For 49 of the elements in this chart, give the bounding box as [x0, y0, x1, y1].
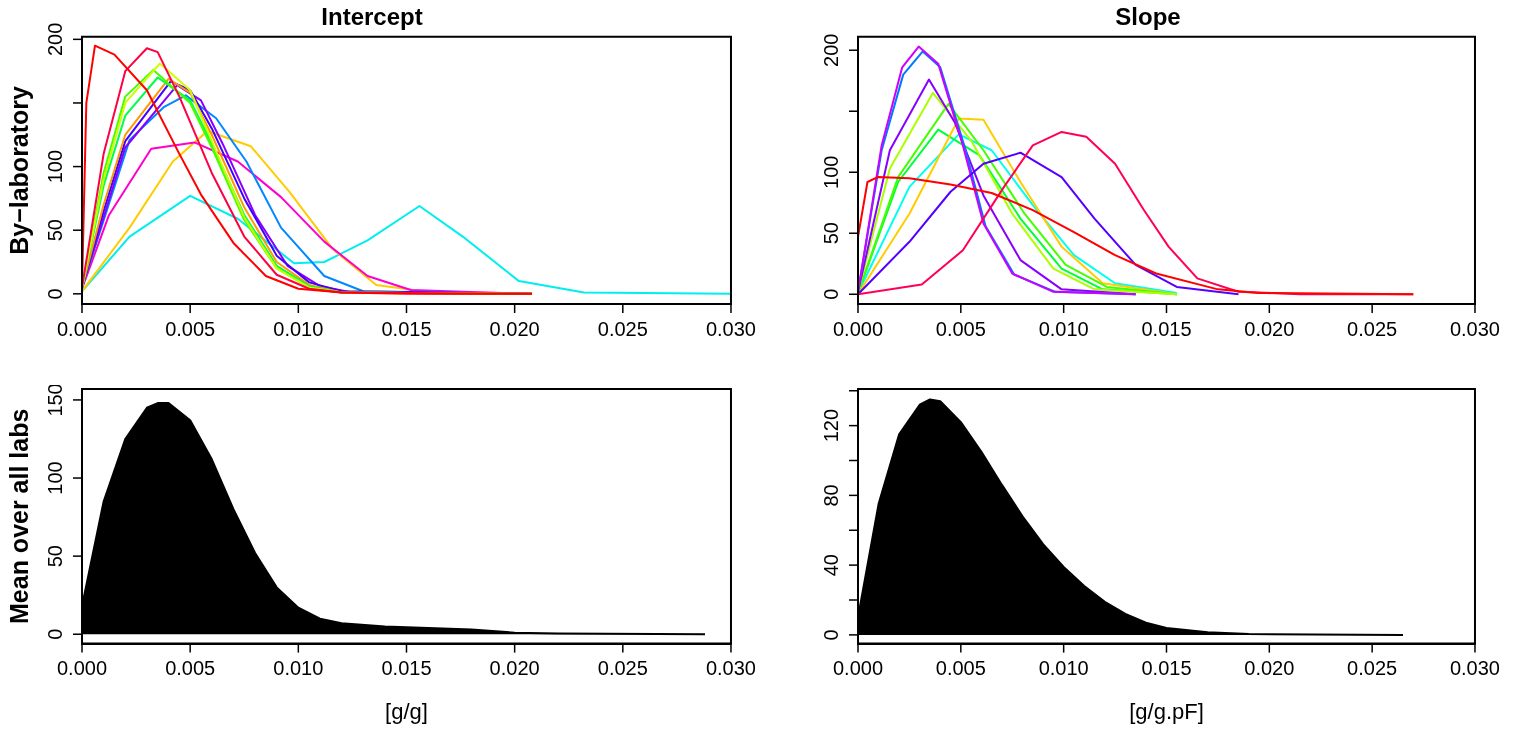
x-axis-title: [g/g] [385, 698, 428, 724]
y-axis-title: Mean over all labs [4, 408, 33, 624]
y-tick-label: 100 [43, 461, 66, 495]
x-tick-label: 0.030 [1449, 317, 1501, 340]
x-tick-label: 0.015 [1141, 657, 1192, 680]
x-tick-label: 0.025 [597, 317, 648, 340]
x-tick-label: 0.030 [705, 317, 757, 340]
x-tick-label: 0.005 [935, 317, 986, 340]
y-axis-title: By−laboratory [4, 85, 33, 255]
x-tick-label: 0.025 [1347, 317, 1398, 340]
y-tick-label: 200 [43, 22, 66, 57]
x-tick-label: 0.000 [832, 317, 884, 340]
x-tick-label: 0.020 [1244, 657, 1295, 680]
x-tick-label: 0.010 [273, 657, 324, 680]
x-tick-label: 0.025 [597, 657, 648, 680]
x-tick-label: 0.020 [489, 657, 540, 680]
y-tick-label: 0 [819, 288, 842, 300]
y-tick-label: 0 [819, 629, 842, 641]
x-tick-label: 0.000 [832, 657, 884, 680]
y-tick-label: 40 [819, 554, 842, 577]
x-tick-label: 0.020 [489, 317, 540, 340]
y-tick-label: 200 [819, 33, 842, 67]
x-axis-title: [g/g.pF] [1129, 698, 1204, 724]
x-tick-label: 0.030 [1449, 657, 1501, 680]
x-tick-label: 0.010 [1038, 657, 1089, 680]
x-tick-label: 0.010 [1038, 317, 1089, 340]
x-tick-label: 0.010 [273, 317, 324, 340]
chart-title: Slope [1115, 3, 1181, 31]
x-tick-label: 0.025 [1347, 657, 1398, 680]
y-tick-label: 80 [819, 484, 842, 507]
x-tick-label: 0.015 [1141, 317, 1192, 340]
y-tick-label: 50 [43, 545, 66, 568]
x-tick-label: 0.005 [165, 317, 216, 340]
y-tick-label: 50 [43, 219, 66, 242]
x-tick-label: 0.015 [381, 317, 432, 340]
y-tick-label: 100 [819, 155, 842, 189]
y-tick-label: 50 [819, 222, 842, 245]
x-tick-label: 0.000 [56, 317, 108, 340]
y-tick-label: 120 [819, 408, 842, 443]
x-tick-label: 0.015 [381, 657, 432, 680]
chart-title: Intercept [321, 3, 423, 31]
y-tick-label: 0 [43, 288, 66, 300]
y-tick-label: 0 [43, 628, 66, 640]
y-tick-label: 100 [43, 149, 66, 184]
x-tick-label: 0.020 [1244, 317, 1295, 340]
x-tick-label: 0.005 [935, 657, 986, 680]
x-tick-label: 0.000 [56, 657, 108, 680]
x-tick-label: 0.005 [165, 657, 216, 680]
x-tick-label: 0.030 [705, 657, 757, 680]
